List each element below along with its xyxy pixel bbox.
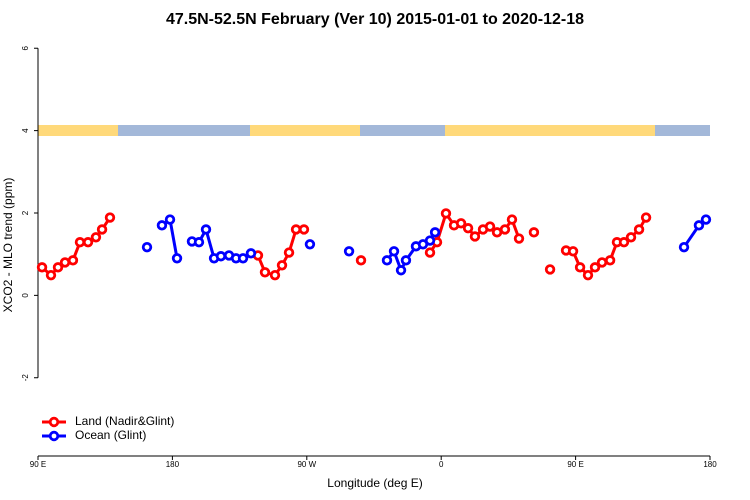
- data-point: [90, 232, 102, 243]
- data-point: [164, 214, 176, 225]
- x-tick-label: 90 E: [567, 460, 583, 469]
- data-point: [700, 214, 712, 225]
- chart-title: 47.5N-52.5N February (Ver 10) 2015-01-01…: [166, 11, 584, 28]
- data-point: [582, 269, 594, 281]
- data-point: [381, 255, 393, 266]
- data-point: [462, 223, 474, 234]
- data-point: [633, 224, 645, 235]
- data-point: [400, 255, 412, 266]
- data-point: [625, 232, 637, 243]
- data-point: [343, 246, 355, 257]
- data-point: [259, 267, 271, 278]
- data-point: [596, 257, 608, 268]
- data-point: [388, 246, 400, 257]
- data-point: [171, 253, 183, 264]
- y-tick-label: 4: [21, 128, 30, 133]
- data-point: [640, 212, 652, 223]
- data-point: [67, 255, 79, 266]
- legend-label: Land (Nadir&Glint): [75, 414, 174, 428]
- x-axis-label: Longitude (deg E): [327, 476, 422, 490]
- data-point: [298, 224, 310, 235]
- data-point: [36, 262, 48, 273]
- data-point: [469, 231, 481, 242]
- data-point: [290, 224, 302, 235]
- x-tick-label: 90 W: [297, 460, 316, 469]
- data-point: [424, 247, 436, 258]
- data-point: [74, 237, 86, 248]
- data-point: [424, 235, 436, 246]
- y-tick-label: 2: [21, 210, 30, 215]
- legend-label: Ocean (Glint): [75, 428, 146, 442]
- data-point: [237, 253, 249, 264]
- data-point: [104, 212, 116, 223]
- data-point: [59, 257, 71, 268]
- data-point: [491, 227, 503, 238]
- data-point: [156, 220, 168, 231]
- data-point: [193, 237, 205, 248]
- data-point: [484, 221, 496, 232]
- data-point: [245, 248, 257, 259]
- data-point: [506, 214, 518, 225]
- data-point: [604, 255, 616, 266]
- y-tick-label: -2: [21, 374, 30, 382]
- legend-marker: [48, 430, 60, 442]
- data-point: [567, 246, 579, 257]
- y-tick-label: 0: [21, 293, 30, 298]
- y-tick-label: 6: [21, 45, 30, 50]
- data-point: [82, 237, 94, 248]
- x-tick-label: 90 E: [30, 460, 46, 469]
- x-tick-label: 180: [166, 460, 180, 469]
- data-point: [304, 239, 316, 250]
- x-tick-label: 0: [439, 460, 444, 469]
- data-point: [455, 218, 467, 229]
- legend: Land (Nadir&Glint)Ocean (Glint): [42, 414, 174, 442]
- data-point: [283, 247, 295, 258]
- data-point: [215, 251, 227, 262]
- data-point: [693, 220, 705, 231]
- data-point: [574, 262, 586, 273]
- data-point: [45, 269, 57, 281]
- data-point: [440, 208, 452, 219]
- x-tick-label: 180: [703, 460, 717, 469]
- data-point: [269, 269, 281, 281]
- legend-marker: [48, 416, 60, 428]
- data-point: [678, 241, 690, 253]
- land-ocean-strip: [38, 125, 710, 136]
- data-point: [513, 233, 525, 244]
- y-axis-label: XCO2 - MLO trend (ppm): [1, 178, 15, 313]
- data-point: [141, 241, 153, 253]
- data-point: [276, 260, 288, 271]
- data-point: [499, 224, 511, 235]
- data-point: [52, 262, 64, 273]
- data-point: [96, 224, 108, 235]
- data-point: [544, 264, 556, 275]
- data-point: [200, 224, 212, 235]
- data-point: [589, 262, 601, 273]
- data-point: [618, 237, 630, 248]
- data-point: [395, 265, 407, 276]
- data-point: [429, 227, 441, 238]
- data-point: [355, 255, 367, 266]
- data-point: [528, 227, 540, 238]
